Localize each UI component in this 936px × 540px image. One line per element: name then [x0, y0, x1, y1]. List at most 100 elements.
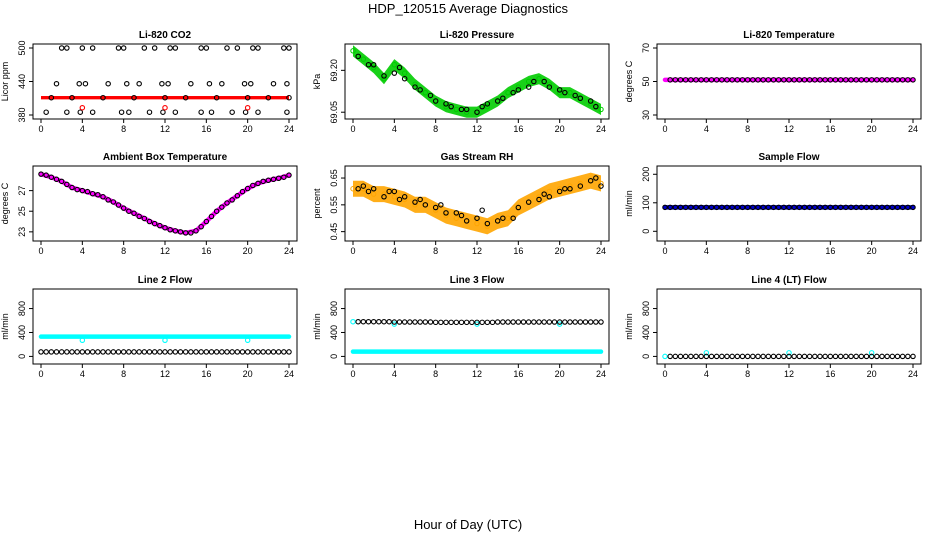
data-point	[417, 87, 423, 93]
data-point	[438, 319, 444, 326]
data-point	[884, 204, 890, 211]
data-point	[432, 98, 439, 104]
series-black-high	[58, 45, 292, 51]
series-black-low	[43, 109, 290, 115]
x-tick-label: 0	[662, 124, 667, 134]
x-tick-label: 4	[392, 369, 397, 379]
data-point	[577, 95, 584, 102]
data-point	[755, 77, 761, 83]
x-tick-label: 12	[160, 369, 170, 379]
data-point	[515, 204, 522, 211]
data-point	[74, 186, 80, 193]
data-point	[370, 64, 377, 71]
data-point	[760, 353, 766, 360]
data-point	[146, 218, 153, 225]
data-point	[677, 77, 684, 83]
data-point	[822, 77, 828, 83]
data-point	[755, 353, 761, 360]
data-point	[172, 349, 179, 355]
data-point	[484, 223, 491, 229]
y-tick-label: 200	[641, 167, 651, 182]
data-point	[874, 353, 880, 360]
data-point	[213, 208, 220, 214]
data-point	[698, 353, 704, 360]
data-point	[765, 353, 772, 360]
data-point	[401, 319, 408, 325]
y-tick-label: 440	[17, 74, 27, 89]
data-point	[412, 81, 418, 87]
data-point	[505, 215, 511, 221]
data-point	[884, 353, 890, 360]
data-point	[848, 77, 854, 83]
data-point	[79, 187, 86, 194]
data-point	[381, 76, 387, 82]
data-point	[69, 94, 75, 101]
data-point	[265, 349, 272, 355]
chart-panel-3: Li-820 Temperature degrees C 0 4 8 12 16 20 24 30…	[624, 30, 922, 134]
series-green-band	[350, 45, 604, 118]
y-tick-label: 380	[17, 107, 27, 122]
data-point	[463, 106, 470, 113]
data-point	[868, 204, 875, 211]
data-point	[453, 210, 460, 216]
series-cyan-base	[662, 353, 668, 360]
data-point	[879, 77, 885, 83]
x-tick-label: 20	[555, 124, 565, 134]
data-point	[167, 349, 173, 355]
data-point	[432, 319, 439, 326]
data-point	[242, 109, 249, 115]
data-point	[677, 353, 684, 360]
data-point	[786, 353, 792, 360]
data-point	[105, 349, 111, 355]
data-point	[791, 77, 797, 83]
data-point	[151, 349, 158, 355]
data-point	[843, 353, 849, 360]
data-point	[796, 77, 803, 83]
data-point	[401, 194, 408, 200]
data-point	[370, 318, 377, 325]
data-point	[167, 227, 173, 233]
data-point	[510, 89, 516, 96]
data-point	[744, 353, 751, 360]
data-point	[598, 180, 604, 187]
data-point	[812, 77, 818, 83]
data-point	[760, 77, 766, 83]
data-point	[281, 349, 287, 355]
data-point	[910, 77, 916, 83]
data-point	[265, 94, 272, 101]
series-red-band	[41, 96, 289, 100]
data-point	[120, 349, 127, 355]
data-point	[889, 353, 896, 360]
x-tick-label: 8	[433, 246, 438, 256]
data-point	[719, 204, 725, 211]
data-point	[64, 181, 70, 188]
data-point	[443, 103, 449, 110]
chart-title: Gas Stream RH	[441, 152, 514, 163]
data-point	[386, 318, 392, 325]
data-point	[100, 349, 106, 355]
data-point	[244, 185, 251, 192]
data-point	[82, 80, 89, 87]
y-axis-label: percent	[312, 188, 322, 219]
data-point	[770, 77, 777, 83]
data-point	[381, 191, 387, 197]
series-cyan-spikes	[703, 350, 875, 356]
data-point	[791, 353, 797, 360]
chart-title: Li-820 Pressure	[440, 30, 515, 41]
data-point	[688, 77, 694, 83]
data-point	[775, 353, 782, 360]
y-tick-label: 0	[329, 354, 339, 359]
y-tick-label: 50	[641, 76, 651, 86]
data-point	[868, 350, 875, 356]
data-point	[894, 77, 901, 83]
data-point	[270, 176, 277, 183]
data-point	[69, 349, 75, 355]
series-orange-band	[350, 172, 604, 235]
data-point	[162, 94, 168, 101]
data-point	[484, 103, 491, 110]
data-point	[136, 349, 142, 355]
data-point	[84, 349, 91, 355]
data-point	[120, 205, 127, 211]
data-point	[172, 228, 179, 234]
